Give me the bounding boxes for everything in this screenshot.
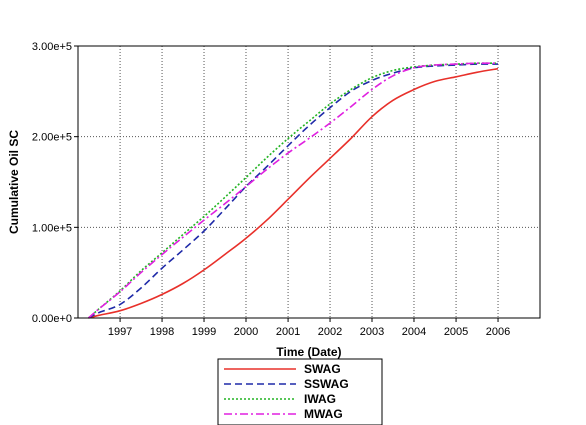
series-line-sswag	[88, 63, 499, 319]
x-tick-label: 1997	[108, 326, 132, 338]
legend-label-iwag: IWAG	[304, 392, 336, 406]
series-line-mwag	[87, 62, 499, 319]
y-axis-title: Cumulative Oil SC	[7, 130, 21, 234]
x-axis: 1997 1998 1999 2000 2001 2002 2003 2004 2005 2006	[108, 318, 510, 338]
y-axis: 0.00e+0 1.00e+5 2.00e+5 3.00e+5	[32, 41, 78, 325]
x-tick-label: 2004	[402, 326, 426, 338]
y-tick-label: 1.00e+5	[32, 222, 72, 234]
grid-lines	[78, 46, 540, 318]
y-tick-label: 0.00e+0	[32, 313, 72, 325]
series-line-swag	[88, 67, 499, 319]
legend-label-mwag: MWAG	[304, 407, 343, 421]
x-axis-title: Time (Date)	[276, 345, 341, 359]
x-tick-label: 2003	[360, 326, 384, 338]
legend-label-sswag: SSWAG	[304, 377, 349, 391]
x-tick-label: 2006	[486, 326, 510, 338]
x-tick-label: 2002	[318, 326, 342, 338]
x-tick-label: 1998	[150, 326, 174, 338]
series-lines	[87, 62, 499, 319]
y-tick-label: 2.00e+5	[32, 132, 72, 144]
y-tick-label: 3.00e+5	[32, 41, 72, 53]
series-line-iwag	[87, 62, 499, 319]
x-tick-label: 1999	[192, 326, 216, 338]
x-tick-label: 2005	[444, 326, 468, 338]
x-tick-label: 2000	[234, 326, 258, 338]
plot-area	[77, 45, 541, 319]
legend-label-swag: SWAG	[304, 362, 341, 376]
x-tick-label: 2001	[276, 326, 300, 338]
